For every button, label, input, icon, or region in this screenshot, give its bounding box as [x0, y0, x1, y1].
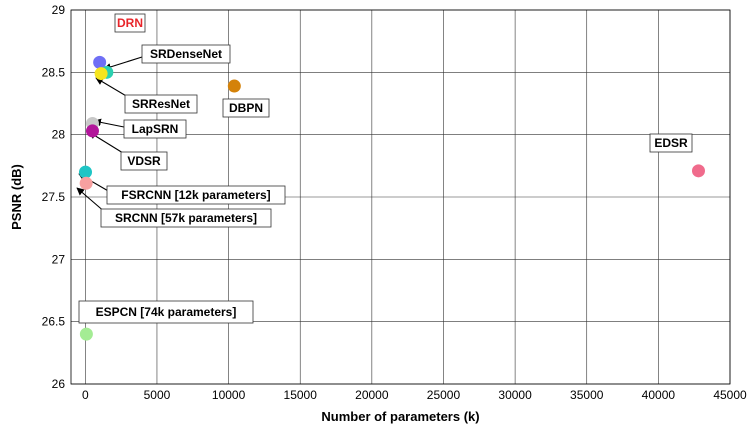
label-box-fsrcnn-12k-parameters — [106, 185, 286, 205]
label-box-drn — [114, 13, 146, 33]
label-box-espcn-74k-parameters — [78, 300, 254, 324]
point-srcnn-57k-parameters — [79, 176, 93, 190]
y-tick-label: 28 — [52, 128, 66, 142]
y-tick-label: 27 — [52, 252, 66, 266]
labels-layer: DRN SRDenseNet SRResNet DBPN LapSRN VDSR EDSR F… — [78, 13, 693, 324]
label-edsr: EDSR — [654, 136, 688, 150]
x-tick-label: 20000 — [355, 388, 389, 402]
label-box-vdsr — [120, 151, 168, 171]
point-drn — [93, 55, 107, 69]
x-tick-label: 35000 — [570, 388, 604, 402]
label-srcnn-57k-parameters: SRCNN [57k parameters] — [115, 211, 257, 225]
label-box-srresnet — [124, 94, 198, 114]
label-vdsr: VDSR — [127, 154, 161, 168]
label-box-srdensenet — [141, 44, 231, 64]
point-espcn-74k-parameters — [79, 327, 93, 341]
x-tick-label: 40000 — [642, 388, 676, 402]
y-tick-label: 26.5 — [42, 315, 66, 329]
plot-frame — [70, 9, 731, 385]
y-tick-label: 29 — [52, 3, 66, 17]
label-drn: DRN — [117, 16, 143, 30]
x-tick-label: 15000 — [284, 388, 318, 402]
label-box-lapsrn — [123, 119, 187, 139]
point-fsrcnn-12k-parameters — [78, 165, 92, 179]
label-box-srcnn-57k-parameters — [100, 208, 272, 228]
y-tick-label: 28.5 — [42, 65, 66, 79]
ticks-layer: 0 5000 10000 15000 20000 25000 30000 35000 40000… — [42, 3, 747, 402]
x-tick-label: 5000 — [144, 388, 171, 402]
x-tick-label: 0 — [82, 388, 89, 402]
label-box-edsr — [649, 133, 693, 153]
x-tick-label: 30000 — [498, 388, 532, 402]
point-dbpn — [227, 79, 241, 93]
label-dbpn: DBPN — [229, 101, 263, 115]
label-espcn-74k-parameters: ESPCN [74k parameters] — [96, 305, 237, 319]
label-srdensenet: SRDenseNet — [150, 47, 222, 61]
label-fsrcnn-12k-parameters: FSRCNN [12k parameters] — [121, 188, 270, 202]
y-tick-label: 27.5 — [42, 190, 66, 204]
label-lapsrn: LapSRN — [132, 122, 179, 136]
label-srresnet: SRResNet — [132, 97, 190, 111]
x-axis-label: Number of parameters (k) — [321, 409, 479, 424]
point-vdsr — [85, 124, 99, 138]
point-edsr — [691, 164, 705, 178]
x-tick-label: 25000 — [427, 388, 461, 402]
label-box-dbpn — [222, 98, 270, 118]
points-layer — [78, 55, 705, 341]
arrow-lapsrn — [93, 118, 125, 128]
y-axis-label: PSNR (dB) — [9, 164, 24, 230]
y-tick-label: 26 — [52, 377, 66, 391]
x-tick-label: 45000 — [713, 388, 747, 402]
x-tick-label: 10000 — [212, 388, 246, 402]
point-srresnet — [94, 67, 108, 81]
arrow-srresnet — [95, 77, 129, 98]
